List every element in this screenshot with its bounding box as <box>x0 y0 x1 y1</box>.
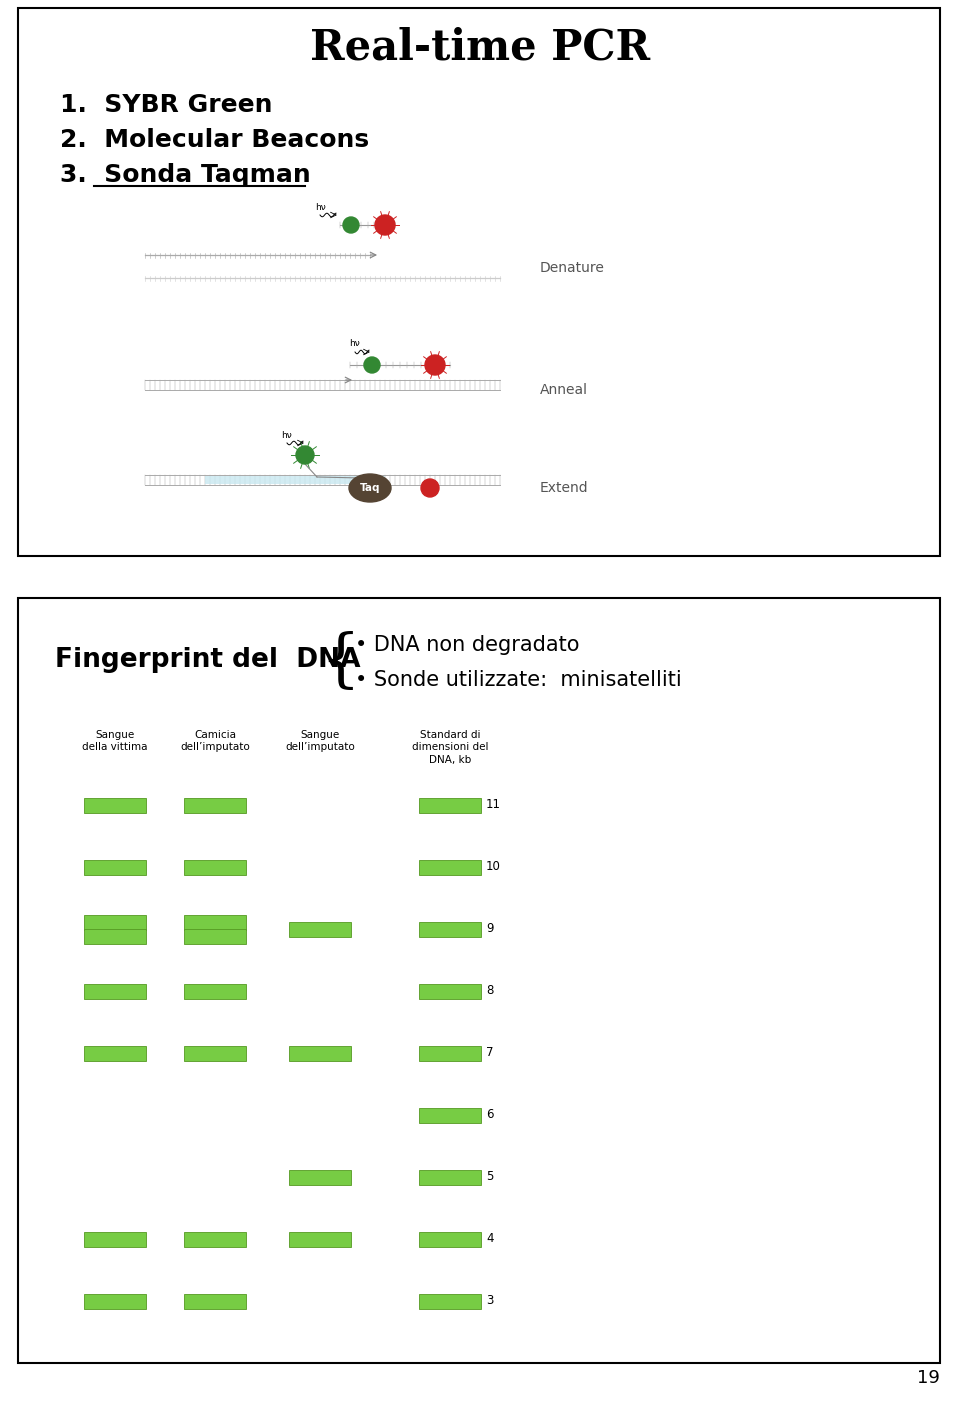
FancyBboxPatch shape <box>184 984 246 999</box>
Text: hν: hν <box>281 430 293 440</box>
Text: 6: 6 <box>486 1108 493 1121</box>
Text: 11: 11 <box>486 799 501 811</box>
FancyBboxPatch shape <box>184 1045 246 1061</box>
FancyBboxPatch shape <box>184 797 246 813</box>
Text: Sangue
dell’imputato: Sangue dell’imputato <box>285 730 355 752</box>
Text: 5: 5 <box>486 1170 493 1184</box>
Text: 10: 10 <box>486 860 501 873</box>
Text: 2.  Molecular Beacons: 2. Molecular Beacons <box>60 127 370 151</box>
Text: • Sonde utilizzate:  minisatelliti: • Sonde utilizzate: minisatelliti <box>355 670 682 691</box>
Bar <box>205 476 385 483</box>
FancyBboxPatch shape <box>419 1108 481 1122</box>
Circle shape <box>375 214 395 235</box>
Circle shape <box>343 217 359 233</box>
Text: Sangue
della vittima: Sangue della vittima <box>83 730 148 752</box>
FancyBboxPatch shape <box>84 1231 146 1247</box>
FancyBboxPatch shape <box>84 915 146 929</box>
FancyBboxPatch shape <box>419 797 481 813</box>
FancyBboxPatch shape <box>84 1293 146 1309</box>
Circle shape <box>421 479 439 497</box>
Text: Real-time PCR: Real-time PCR <box>310 27 650 69</box>
FancyBboxPatch shape <box>84 1045 146 1061</box>
Text: Taq: Taq <box>360 483 380 493</box>
Circle shape <box>364 357 380 373</box>
FancyBboxPatch shape <box>289 1045 351 1061</box>
FancyBboxPatch shape <box>184 859 246 874</box>
Text: 8: 8 <box>486 985 493 998</box>
Text: {: { <box>320 632 360 692</box>
Circle shape <box>296 446 314 464</box>
Ellipse shape <box>349 474 391 502</box>
Text: Extend: Extend <box>540 481 588 495</box>
FancyBboxPatch shape <box>184 915 246 929</box>
Text: 4: 4 <box>486 1233 493 1245</box>
Text: 1.  SYBR Green: 1. SYBR Green <box>60 92 273 118</box>
Text: hν: hν <box>315 203 325 212</box>
FancyBboxPatch shape <box>184 929 246 943</box>
FancyBboxPatch shape <box>289 1231 351 1247</box>
Text: Standard di
dimensioni del
DNA, kb: Standard di dimensioni del DNA, kb <box>412 730 489 765</box>
Text: • DNA non degradato: • DNA non degradato <box>355 635 580 656</box>
FancyBboxPatch shape <box>289 922 351 936</box>
Bar <box>18 598 940 1363</box>
Text: Camicia
dell’imputato: Camicia dell’imputato <box>180 730 250 752</box>
FancyBboxPatch shape <box>84 797 146 813</box>
Text: 19: 19 <box>917 1369 940 1387</box>
FancyBboxPatch shape <box>84 984 146 999</box>
FancyBboxPatch shape <box>84 859 146 874</box>
Text: 9: 9 <box>486 922 493 936</box>
FancyBboxPatch shape <box>419 984 481 999</box>
Circle shape <box>425 354 445 375</box>
FancyBboxPatch shape <box>184 1293 246 1309</box>
Text: 3.  Sonda Taqman: 3. Sonda Taqman <box>60 163 311 186</box>
Text: hν: hν <box>349 339 360 347</box>
Text: Denature: Denature <box>540 261 605 275</box>
FancyBboxPatch shape <box>419 1231 481 1247</box>
FancyBboxPatch shape <box>419 1045 481 1061</box>
Text: Fingerprint del  DNA: Fingerprint del DNA <box>55 647 361 672</box>
FancyBboxPatch shape <box>84 929 146 943</box>
Text: Anneal: Anneal <box>540 382 588 396</box>
Text: 7: 7 <box>486 1047 493 1059</box>
FancyBboxPatch shape <box>419 1293 481 1309</box>
Text: 3: 3 <box>486 1295 493 1307</box>
FancyBboxPatch shape <box>419 922 481 936</box>
FancyBboxPatch shape <box>419 859 481 874</box>
FancyBboxPatch shape <box>289 1170 351 1184</box>
FancyBboxPatch shape <box>419 1170 481 1184</box>
Bar <box>18 8 940 556</box>
FancyBboxPatch shape <box>184 1231 246 1247</box>
